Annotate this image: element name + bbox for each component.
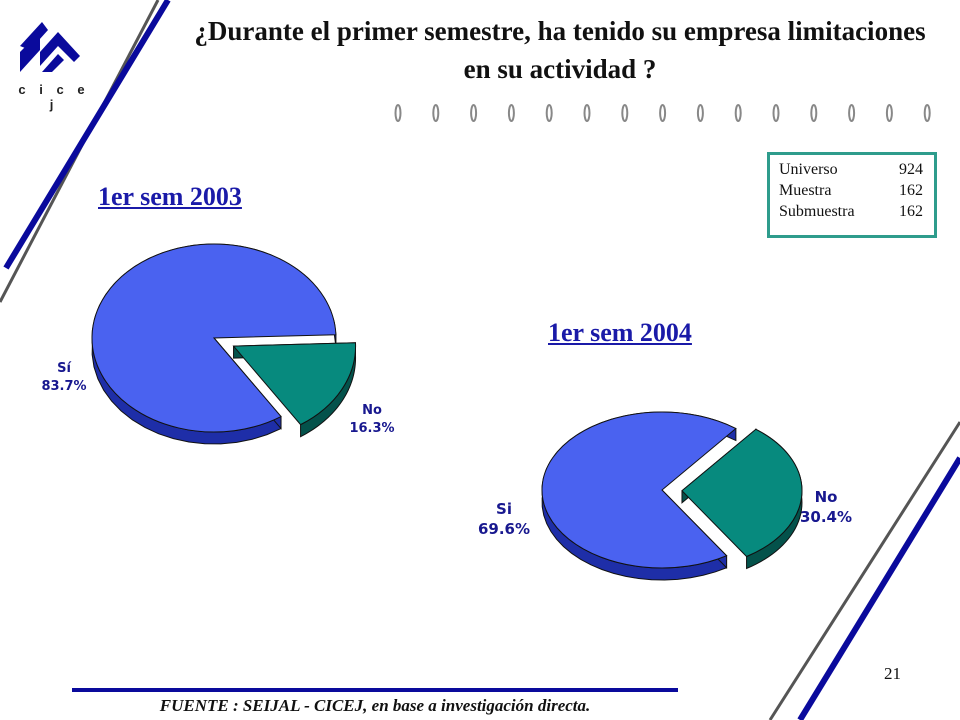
chart-title-2003: 1er sem 2003 (98, 182, 242, 211)
decor-dot (885, 104, 893, 122)
pie-slice-si (541, 411, 737, 581)
stat-label: Universo (779, 161, 838, 178)
stat-label: Submuestra (779, 203, 855, 220)
diagonal-line-right-blue (797, 456, 960, 720)
chart-title-2004: 1er sem 2004 (548, 318, 692, 347)
pie-slice-no (232, 342, 357, 438)
page-number: 21 (884, 664, 901, 683)
decor-dot (394, 104, 402, 122)
decor-dot (772, 104, 780, 122)
slice-label-no: No 16.3% (349, 403, 394, 436)
source-footer: FUENTE : SEIJAL - CICEJ, en base a inves… (72, 688, 678, 720)
decor-dot (659, 104, 667, 122)
stat-label: Muestra (779, 182, 832, 199)
diagonal-line-left-blue (3, 0, 171, 270)
decor-dot (810, 104, 818, 122)
decor-dot (545, 104, 553, 122)
decor-dot (583, 104, 591, 122)
decor-dot (696, 104, 704, 122)
pie-slice-no (681, 428, 803, 570)
decor-dot (432, 104, 440, 122)
logo-icon (20, 22, 80, 72)
stat-row-universo: Universo 924 (779, 159, 923, 180)
pie-chart-2003: Sí 83.7% No 16.3% (41, 243, 395, 445)
slice-label-si: Si 69.6% (478, 500, 530, 538)
source-text: FUENTE : SEIJAL - CICEJ, en base a inves… (72, 692, 678, 720)
stat-row-submuestra: Submuestra 162 (779, 201, 923, 222)
logo-text: c i c e j (18, 82, 90, 112)
decor-dot (470, 104, 478, 122)
sample-info-box: Universo 924 Muestra 162 Submuestra 162 (767, 152, 937, 238)
decor-dot (923, 104, 931, 122)
pie-chart-2004: Si 69.6% No 30.4% (478, 411, 852, 581)
stat-value: 162 (899, 182, 923, 199)
decor-dot (734, 104, 742, 122)
decor-dot (507, 104, 515, 122)
diagonal-line-right-gray (768, 421, 960, 720)
slide-title: ¿Durante el primer semestre, ha tenido s… (194, 16, 926, 84)
slice-label-si: Sí 83.7% (41, 361, 86, 394)
stat-value: 162 (899, 203, 923, 220)
pie-slice-si (91, 243, 337, 445)
stat-row-muestra: Muestra 162 (779, 180, 923, 201)
slice-label-no: No 30.4% (800, 488, 852, 526)
decor-dot (848, 104, 856, 122)
decor-dot (621, 104, 629, 122)
decorative-dots (394, 104, 931, 122)
stat-value: 924 (899, 161, 923, 178)
